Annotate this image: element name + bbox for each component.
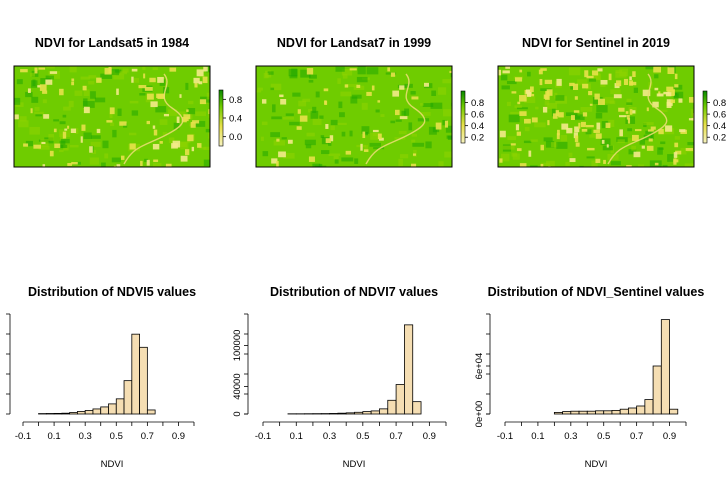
x-tick-label: 0.3 <box>79 431 92 442</box>
y-tick-label: 6e+04 <box>474 353 485 380</box>
map-panel-2019: NDVI for Sentinel in 2019 0.20.40.60.8 <box>497 36 726 168</box>
histogram-bar <box>636 405 646 415</box>
y-tick-label: 0 <box>232 411 243 416</box>
histogram-bar <box>61 412 71 415</box>
histogram-bar <box>404 324 414 415</box>
y-tick-label: 40000 <box>232 373 243 399</box>
histogram-bar <box>370 410 380 415</box>
colorbar-2019: 0.20.40.60.8 <box>702 90 726 144</box>
histogram-bar <box>131 333 140 415</box>
x-tick-label: 0.7 <box>389 431 402 442</box>
map-title-2019: NDVI for Sentinel in 2019 <box>522 36 670 50</box>
histogram-bar <box>354 411 364 415</box>
histogram-bar <box>570 410 580 415</box>
colorbar-tick-label: 0.4 <box>713 121 726 132</box>
histogram-bar <box>123 380 133 415</box>
hist-panel-ndvi-sentinel: Distribution of NDVI_Sentinel values NDV… <box>474 285 704 470</box>
histogram-bar <box>146 409 156 415</box>
histogram-bar <box>362 411 372 415</box>
histogram-bar <box>45 413 55 415</box>
histogram-bar <box>595 410 605 415</box>
histogram-bar <box>652 365 662 415</box>
x-tick-label: 0.9 <box>423 431 436 442</box>
colorbar-1999: 0.20.40.60.8 <box>460 90 484 144</box>
colorbar-1984: 0.0 0.4 0.8 <box>218 89 242 147</box>
histogram-bar <box>644 399 654 415</box>
map-panel-1984: NDVI for Landsat5 in 1984 0.0 0.4 0.8 <box>13 36 242 168</box>
histogram-bar <box>69 412 78 415</box>
y-tick-label: 100000 <box>232 330 243 362</box>
x-tick-label: -0.1 <box>497 431 513 442</box>
histogram-bar <box>628 407 638 415</box>
histogram-bar <box>395 384 405 415</box>
histogram-bar <box>669 408 679 415</box>
x-tick-label: 0.3 <box>564 431 577 442</box>
histogram-bar <box>586 410 596 415</box>
colorbar-tick-label: 0.0 <box>229 132 242 143</box>
map-title-1999: NDVI for Landsat7 in 1999 <box>277 36 431 50</box>
colorbar-tick-label: 0.8 <box>471 98 484 109</box>
histogram-bar <box>92 408 102 415</box>
hist-title-ndvi-sentinel: Distribution of NDVI_Sentinel values <box>488 285 705 299</box>
colorbar-tick-label: 0.4 <box>229 114 242 125</box>
ndvi-raster-1999 <box>256 66 452 167</box>
x-tick-label: 0.9 <box>663 431 676 442</box>
x-tick-label: 0.7 <box>141 431 154 442</box>
map-frame-1984 <box>13 65 211 168</box>
histogram-bar <box>139 346 148 415</box>
map-panel-1999: NDVI for Landsat7 in 1999 0.20.40.60.8 <box>255 36 484 168</box>
colorbar-tick-label: 0.6 <box>713 110 726 121</box>
x-tick-label: 0.7 <box>630 431 643 442</box>
ndvi-raster-1984 <box>14 66 210 167</box>
hist-xlabel-ndvi-sentinel: NDVI <box>585 459 608 470</box>
histogram-bar <box>84 410 94 415</box>
x-tick-label: 0.5 <box>356 431 369 442</box>
histogram-bar <box>660 319 670 415</box>
histogram-bar <box>412 401 422 415</box>
histogram-bar <box>619 408 629 415</box>
x-tick-label: 0.3 <box>323 431 336 442</box>
histogram-bar <box>53 412 63 415</box>
colorbar-tick-label: 0.2 <box>471 133 484 144</box>
colorbar-tick-label: 0.8 <box>229 95 242 106</box>
colorbar-tick-label: 0.6 <box>471 110 484 121</box>
histogram-bar <box>553 411 563 415</box>
map-frame-1999 <box>255 65 453 168</box>
hist-panel-ndvi7: Distribution of NDVI7 values NDVI -0.1 0.… <box>232 285 447 470</box>
histogram-bar <box>387 399 397 415</box>
x-tick-label: 0.1 <box>290 431 303 442</box>
histogram-bar <box>115 398 125 415</box>
hist-title-ndvi7: Distribution of NDVI7 values <box>270 285 438 299</box>
x-tick-label: 0.9 <box>172 431 185 442</box>
hist-xlabel-ndvi7: NDVI <box>343 459 366 470</box>
ndvi-raster-2019 <box>498 66 694 167</box>
histogram-bar <box>345 412 355 415</box>
map-title-1984: NDVI for Landsat5 in 1984 <box>35 36 189 50</box>
map-frame-2019 <box>497 65 695 168</box>
hist-title-ndvi5: Distribution of NDVI5 values <box>28 285 196 299</box>
histogram-bar <box>603 410 613 415</box>
histogram-bar <box>77 411 86 415</box>
x-tick-label: 0.1 <box>531 431 544 442</box>
x-tick-label: 0.1 <box>47 431 60 442</box>
histogram-bar <box>100 406 109 415</box>
histogram-bar <box>337 412 347 415</box>
x-tick-label: -0.1 <box>255 431 271 442</box>
x-tick-label: -0.1 <box>15 431 31 442</box>
colorbar-tick-label: 0.8 <box>713 98 726 109</box>
histogram-bar <box>379 408 389 415</box>
histogram-bar <box>108 403 117 415</box>
colorbar-tick-label: 0.4 <box>471 121 484 132</box>
histogram-bar <box>329 413 339 415</box>
histogram-bar <box>578 410 588 415</box>
histogram-bar <box>562 411 572 415</box>
hist-panel-ndvi5: Distribution of NDVI5 values NDVI -0.1 0.… <box>6 285 196 470</box>
y-tick-label: 0e+00 <box>474 401 485 428</box>
colorbar-tick-label: 0.2 <box>713 133 726 144</box>
histogram-bar <box>611 409 621 415</box>
x-tick-label: 0.5 <box>597 431 610 442</box>
x-tick-label: 0.5 <box>110 431 123 442</box>
hist-xlabel-ndvi5: NDVI <box>101 459 124 470</box>
